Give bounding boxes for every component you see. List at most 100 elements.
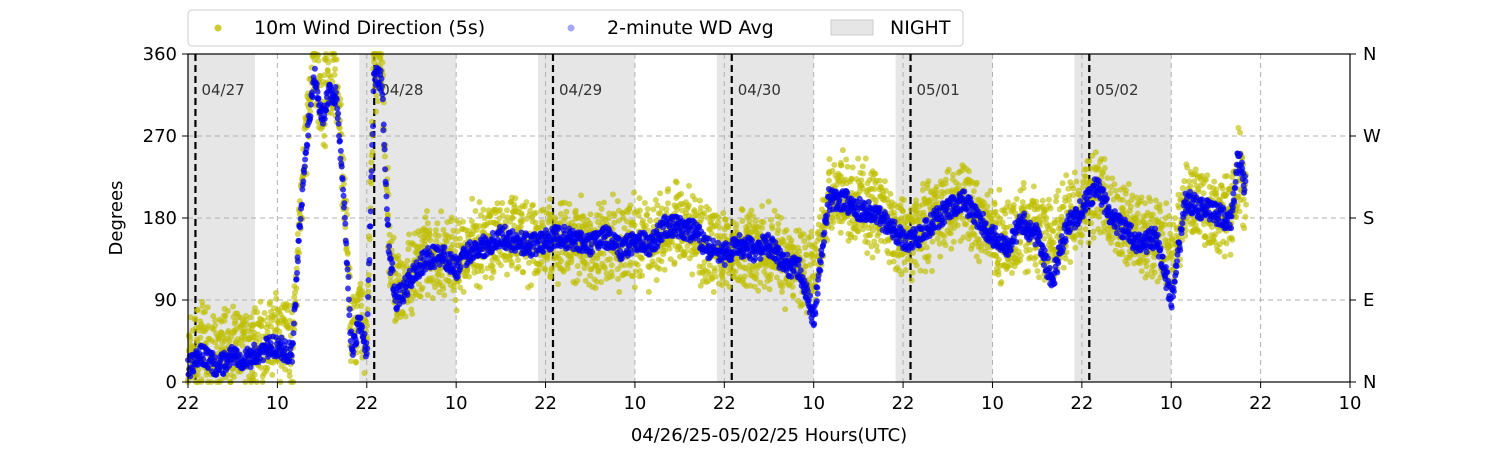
wind-5s-point [657, 190, 663, 196]
wd-avg-point [795, 262, 801, 268]
wd-avg-point [364, 345, 370, 351]
wind-5s-point [632, 223, 638, 229]
wind-5s-point [1011, 202, 1017, 208]
wd-avg-point [290, 341, 296, 347]
wind-5s-point [438, 208, 444, 214]
wind-5s-point [489, 275, 495, 281]
wind-5s-point [1172, 215, 1178, 221]
wind-5s-point [1124, 261, 1130, 267]
wind-5s-point [1241, 225, 1247, 231]
wind-5s-point [457, 236, 463, 242]
wind-5s-point [504, 207, 510, 213]
wind-5s-point [427, 232, 433, 238]
wd-avg-point [307, 113, 313, 119]
midnight-date-label: 04/30 [738, 81, 781, 99]
wd-avg-point [502, 224, 508, 230]
wd-avg-point [316, 95, 322, 101]
wind-5s-point [1139, 268, 1145, 274]
wd-avg-point [323, 107, 329, 113]
wd-avg-point [341, 193, 347, 199]
wind-5s-point [509, 260, 515, 266]
wind-5s-point [563, 209, 569, 215]
wd-avg-point [390, 267, 396, 273]
wind-5s-point [739, 218, 745, 224]
wind-5s-point [870, 254, 876, 260]
wind-5s-point [252, 372, 258, 378]
wind-5s-point [516, 264, 522, 270]
wind-5s-point [454, 308, 460, 314]
wind-5s-point [653, 197, 659, 203]
wind-5s-point [1021, 180, 1027, 186]
wd-avg-point [346, 296, 352, 302]
wind-5s-point [1072, 169, 1078, 175]
wind-5s-point [367, 236, 373, 242]
wind-5s-point [1237, 130, 1243, 136]
wind-5s-point [1031, 183, 1037, 189]
wind-5s-point [1163, 200, 1169, 206]
wind-5s-point [855, 156, 861, 162]
wd-avg-point [798, 267, 804, 273]
wd-avg-point [384, 206, 390, 212]
wind-5s-point [562, 214, 568, 220]
wind-5s-point [891, 209, 897, 215]
wind-5s-point [678, 191, 684, 197]
wind-5s-point [711, 265, 717, 271]
wind-5s-point [1033, 199, 1039, 205]
wd-avg-point [342, 215, 348, 221]
wind-5s-point [1050, 228, 1056, 234]
wind-5s-point [759, 225, 765, 231]
wd-avg-point [389, 260, 395, 266]
wind-5s-point [1073, 179, 1079, 185]
wind-5s-point [1157, 202, 1163, 208]
wd-avg-point [343, 241, 349, 247]
wind-5s-point [453, 297, 459, 303]
wd-avg-point [336, 121, 342, 127]
wind-5s-point [784, 227, 790, 233]
wd-avg-point [334, 97, 340, 103]
wind-5s-point [466, 274, 472, 280]
wd-avg-point [365, 311, 371, 317]
wd-avg-point [807, 293, 813, 299]
wind-5s-point [998, 279, 1004, 285]
wind-5s-point [558, 258, 564, 264]
wind-5s-point [1147, 198, 1153, 204]
wind-5s-point [910, 270, 916, 276]
wind-5s-point [1093, 149, 1099, 155]
wind-5s-point [477, 284, 483, 290]
wind-5s-point [646, 289, 652, 295]
wind-5s-point [840, 147, 846, 153]
wind-5s-point [273, 296, 279, 302]
wind-5s-point [483, 274, 489, 280]
wind-5s-point [598, 279, 604, 285]
wd-avg-point [370, 88, 376, 94]
wd-avg-point [379, 76, 385, 82]
wind-5s-point [943, 177, 949, 183]
wind-5s-point [996, 187, 1002, 193]
wind-5s-point [588, 211, 594, 217]
wind-5s-point [332, 66, 338, 72]
wind-5s-point [926, 253, 932, 259]
wind-5s-point [662, 267, 668, 273]
wind-5s-point [499, 200, 505, 206]
wind-5s-point [566, 201, 572, 207]
wind-5s-point [1120, 197, 1126, 203]
wind-5s-point [1197, 229, 1203, 235]
wd-avg-point [339, 164, 345, 170]
wind-5s-point [533, 210, 539, 216]
wind-5s-point [396, 273, 402, 279]
wd-avg-point [442, 244, 448, 250]
wind-5s-point [845, 164, 851, 170]
wind-5s-point [497, 207, 503, 213]
wind-5s-point [971, 188, 977, 194]
wind-5s-point [269, 372, 275, 378]
wind-5s-point [368, 180, 374, 186]
wd-avg-point [337, 138, 343, 144]
wind-5s-point [405, 258, 411, 264]
wind-5s-point [450, 242, 456, 248]
wind-5s-point [322, 143, 328, 149]
wind-5s-point [596, 201, 602, 207]
wind-5s-point [1204, 172, 1210, 178]
wind-5s-point [469, 218, 475, 224]
wd-avg-point [380, 127, 386, 133]
wind-5s-point [900, 208, 906, 214]
